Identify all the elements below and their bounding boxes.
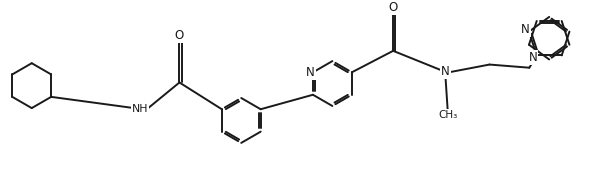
Text: N: N <box>441 65 450 78</box>
Text: NH: NH <box>131 104 148 114</box>
Text: N: N <box>529 51 538 64</box>
Text: O: O <box>175 29 184 42</box>
Text: N: N <box>521 23 530 36</box>
Text: O: O <box>388 1 398 14</box>
Text: N: N <box>306 66 315 79</box>
Text: CH₃: CH₃ <box>438 110 457 120</box>
